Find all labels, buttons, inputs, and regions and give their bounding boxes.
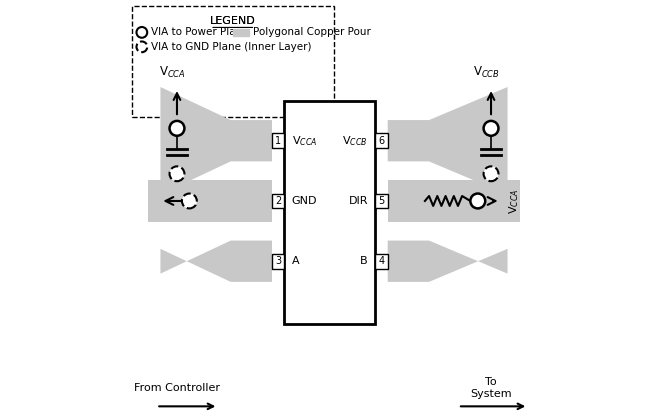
- Bar: [232, 29, 249, 36]
- Text: VIA to GND Plane (Inner Layer): VIA to GND Plane (Inner Layer): [151, 42, 311, 52]
- Circle shape: [170, 166, 184, 181]
- Text: V$_{CCB}$: V$_{CCB}$: [474, 65, 500, 80]
- Polygon shape: [387, 240, 508, 282]
- Text: To
System: To System: [470, 377, 512, 399]
- Bar: [272, 193, 285, 208]
- Text: 4: 4: [379, 256, 385, 266]
- Text: Polygonal Copper Pour: Polygonal Copper Pour: [253, 27, 371, 37]
- Text: From Controller: From Controller: [134, 383, 220, 393]
- Polygon shape: [148, 180, 272, 222]
- Text: DIR: DIR: [349, 196, 368, 206]
- Circle shape: [484, 166, 498, 181]
- Polygon shape: [387, 180, 520, 222]
- Polygon shape: [160, 87, 272, 194]
- Text: GND: GND: [292, 196, 317, 206]
- Text: 6: 6: [379, 136, 385, 146]
- Text: B: B: [360, 256, 368, 266]
- Text: V$_{CCA}$: V$_{CCA}$: [292, 134, 317, 148]
- Text: 1: 1: [275, 136, 281, 146]
- Text: V$_{CCA}$: V$_{CCA}$: [160, 65, 186, 80]
- Bar: [375, 133, 387, 148]
- Text: VIA to Power Plane: VIA to Power Plane: [151, 27, 248, 37]
- Circle shape: [170, 121, 184, 136]
- Bar: [272, 254, 285, 269]
- Polygon shape: [160, 240, 272, 282]
- Circle shape: [136, 42, 147, 52]
- Text: 2: 2: [275, 196, 281, 206]
- Text: LEGEND: LEGEND: [210, 16, 256, 26]
- Circle shape: [136, 27, 147, 38]
- Text: LEGEND: LEGEND: [210, 16, 256, 26]
- Circle shape: [470, 193, 485, 208]
- Text: A: A: [292, 256, 299, 266]
- Polygon shape: [387, 87, 508, 194]
- Circle shape: [182, 193, 197, 208]
- Bar: [272, 133, 285, 148]
- Bar: [375, 254, 387, 269]
- Bar: [285, 101, 375, 324]
- Text: V$_{CCB}$: V$_{CCB}$: [343, 134, 368, 148]
- Text: V$_{CCA}$: V$_{CCA}$: [507, 188, 520, 214]
- Bar: [375, 193, 387, 208]
- Text: 3: 3: [275, 256, 281, 266]
- Circle shape: [484, 121, 498, 136]
- Text: 5: 5: [378, 196, 385, 206]
